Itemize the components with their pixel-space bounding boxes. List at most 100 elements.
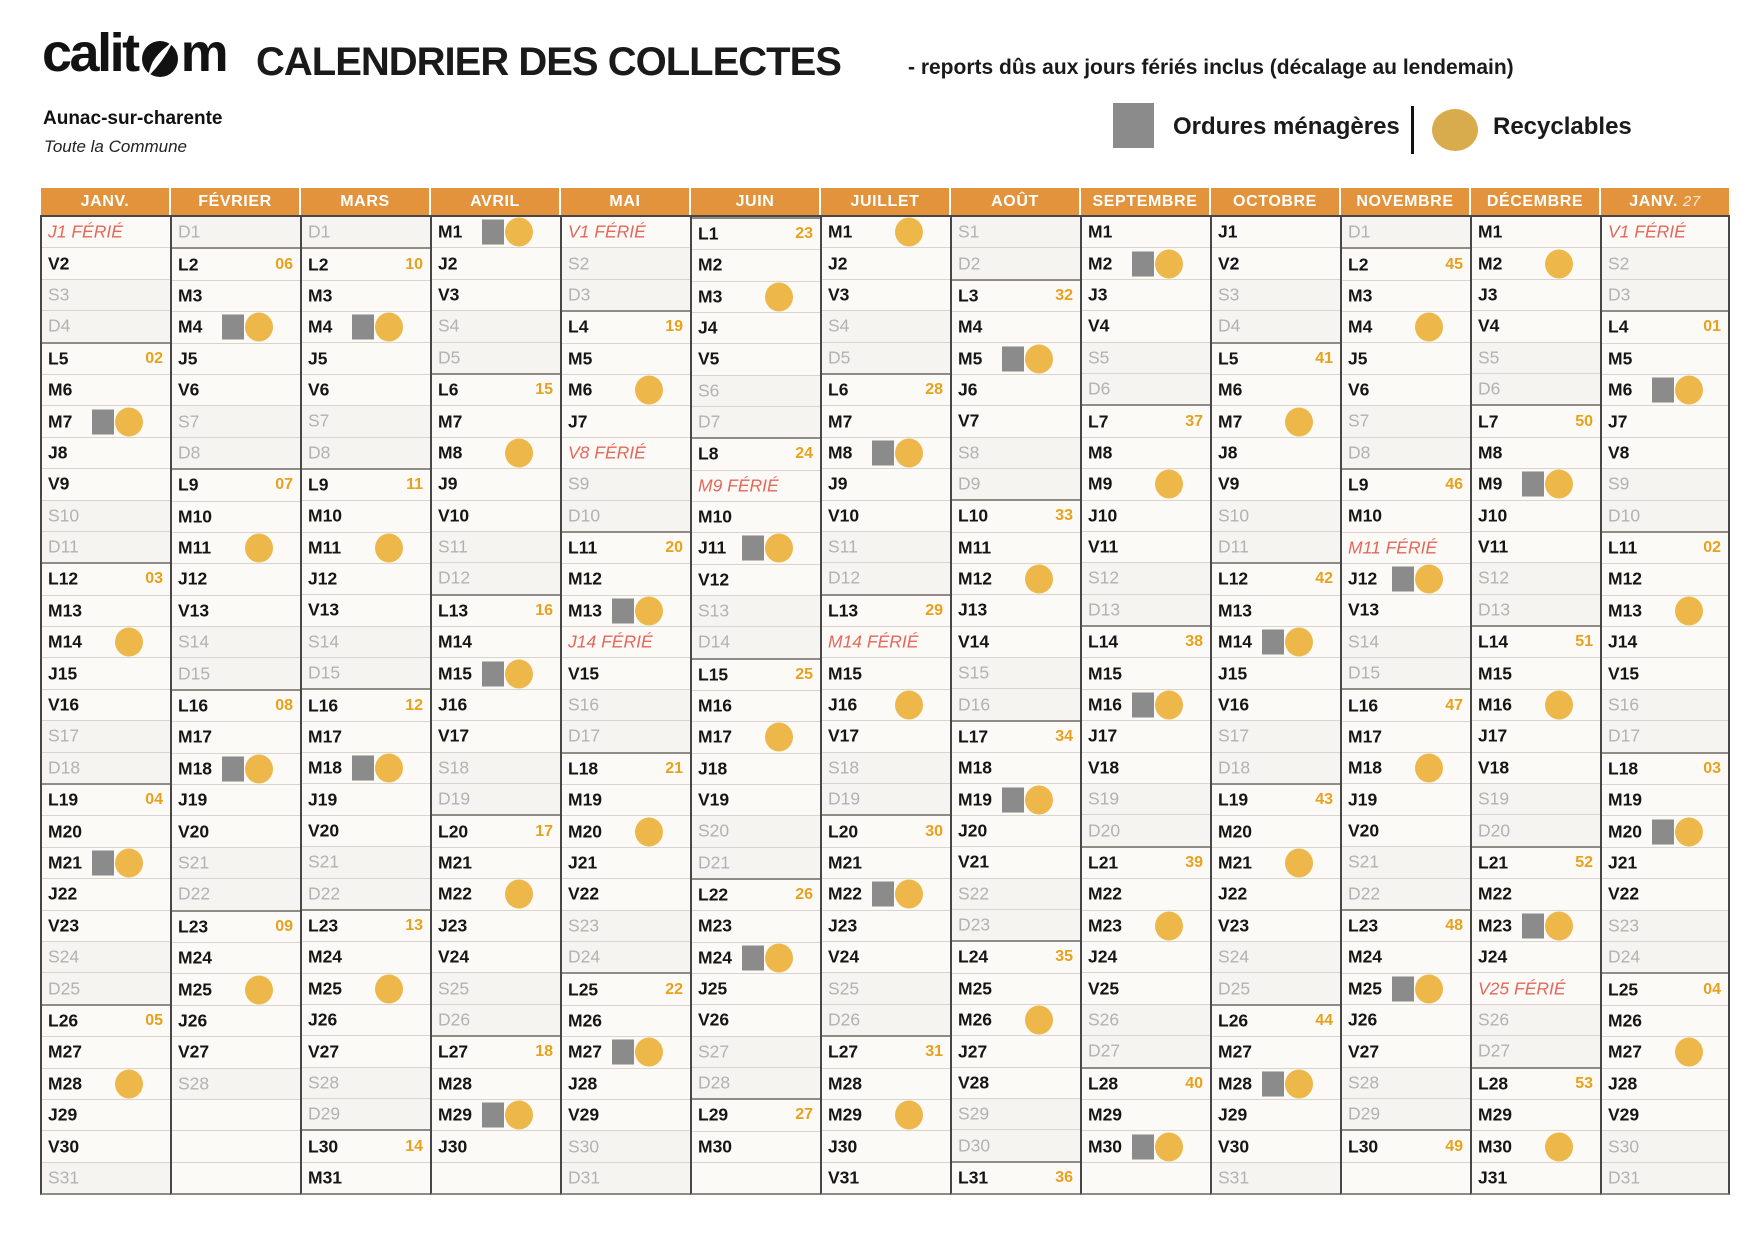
day-label: M4 (958, 316, 983, 337)
day-cell: S3 (1212, 278, 1340, 311)
day-cell: L21 52 (1472, 845, 1600, 879)
ordures-menageres-square-icon (612, 1039, 634, 1065)
day-cell: V3 (432, 278, 560, 311)
calitom-logo: calit m (42, 22, 229, 84)
day-cell: V19 (692, 783, 820, 816)
month-body: J1 V2 S3 D4 L5 41 M6 M7 J8 V9 S10 D11 L12 42 M13 M14 J15… (1210, 215, 1340, 1195)
day-cell: D31 (562, 1161, 690, 1194)
week-number: 12 (405, 696, 423, 714)
day-label: S8 (958, 442, 980, 463)
day-label: M26 (1608, 1010, 1643, 1031)
day-label: V18 (1478, 757, 1510, 778)
recyclables-circle-icon (1545, 911, 1573, 941)
day-cell: V20 (172, 815, 300, 847)
day-cell: J13 (952, 594, 1080, 626)
day-cell: J20 (952, 814, 1080, 847)
day-cell: J15 (1212, 657, 1340, 689)
day-label: J28 (568, 1073, 598, 1094)
day-label: M20 (48, 821, 83, 842)
day-label: J30 (828, 1136, 858, 1157)
day-cell (172, 1130, 300, 1162)
day-label: D3 (1608, 284, 1631, 305)
day-cell: D12 (822, 562, 950, 594)
day-cell: S14 (302, 625, 430, 658)
day-cell: M13 (42, 594, 170, 627)
week-number: 02 (145, 349, 163, 367)
month-column-12: DÉCEMBRE M1 M2 J3 V4 S5 D6 L7 50 M8 M9 J10 V11 S12 D13… (1470, 188, 1600, 1195)
week-number: 23 (795, 225, 813, 243)
day-cell: V9 (42, 468, 170, 500)
day-label-ferie: M14 FÉRIÉ (828, 631, 919, 652)
month-body: D1 L2 45 M3 M4 J5 V6 S7 D8 L9 46 M10 M11 FÉRIÉ J12 V13… (1340, 215, 1470, 1195)
day-cell: V23 (42, 909, 170, 941)
day-cell: L5 41 (1212, 341, 1340, 374)
day-cell: M2 (1082, 247, 1210, 279)
month-name: JUIN (735, 193, 775, 210)
day-cell: J9 (822, 468, 950, 500)
day-cell: D2 (952, 247, 1080, 279)
ordures-menageres-square-icon (1652, 377, 1674, 403)
day-cell: M16 (1472, 688, 1600, 721)
recyclables-circle-icon (1545, 469, 1573, 499)
day-label: S23 (568, 915, 600, 936)
day-label: L3 (958, 285, 979, 306)
day-cell: D22 (1342, 877, 1470, 909)
day-label: J19 (308, 789, 338, 810)
ordures-menageres-square-icon (612, 598, 634, 624)
month-name: JUILLET (850, 193, 920, 210)
day-label: D8 (1348, 442, 1371, 463)
month-header: DÉCEMBRE (1471, 188, 1599, 215)
day-label: S25 (828, 978, 860, 999)
day-cell: M19 (952, 783, 1080, 815)
day-cell: M8 (432, 436, 560, 469)
day-cell: J14 FÉRIÉ (562, 626, 690, 658)
month-column-13: JANV. 27 V1 FÉRIÉ S2 D3 L4 01 M5 M6 J7 V8 S9 D10 L11 0… (1600, 188, 1730, 1195)
day-label: J1 (1218, 221, 1238, 242)
day-cell: J8 (1212, 436, 1340, 469)
day-label: J3 (1478, 284, 1498, 305)
day-label: M1 (828, 221, 853, 242)
day-label: V17 (828, 725, 860, 746)
day-label: M25 (958, 978, 993, 999)
day-label: J19 (178, 789, 208, 810)
day-label: M26 (568, 1010, 603, 1031)
day-label: L13 (828, 600, 859, 621)
recyclables-circle-icon (1025, 564, 1053, 594)
day-cell: S16 (1602, 688, 1728, 721)
month-column-3: MARS D1 L2 10 M3 M4 J5 V6 S7 D8 L9 11 M10 M11 J12 V13 S1… (300, 188, 430, 1195)
day-cell: D31 (1602, 1161, 1728, 1194)
day-label: M29 (1478, 1104, 1513, 1125)
day-label: J17 (1478, 725, 1508, 746)
week-number: 16 (535, 601, 553, 619)
day-label: S4 (828, 315, 850, 336)
day-label: S28 (1348, 1072, 1380, 1093)
day-label: J24 (1478, 946, 1508, 967)
day-label: D31 (1608, 1167, 1641, 1188)
day-cell: J17 (1472, 720, 1600, 752)
day-label: M3 (1348, 285, 1373, 306)
day-cell: L1 23 (692, 217, 820, 250)
day-cell: J21 (562, 846, 690, 879)
day-cell (1342, 1161, 1470, 1194)
day-label: M20 (568, 821, 603, 842)
month-name: DÉCEMBRE (1486, 193, 1584, 210)
day-cell: M22 (432, 878, 560, 910)
day-cell: L10 33 (952, 499, 1080, 532)
day-label: S26 (1088, 1009, 1120, 1030)
day-label: J29 (48, 1104, 78, 1125)
day-label: L16 (308, 695, 339, 716)
day-cell: J23 (432, 909, 560, 941)
day-cell: V18 (1472, 751, 1600, 784)
day-cell: D15 (1342, 657, 1470, 689)
day-cell: J16 (432, 688, 560, 721)
day-cell: V4 (1082, 310, 1210, 342)
day-cell (172, 1161, 300, 1194)
day-label: S12 (1478, 567, 1510, 588)
day-cell: M8 (822, 436, 950, 469)
recyclables-circle-icon (115, 848, 143, 878)
day-cell: V17 (822, 720, 950, 752)
day-label: S16 (568, 694, 600, 715)
day-label: M19 (568, 789, 603, 810)
day-label: M13 (568, 600, 603, 621)
day-cell: V6 (1342, 373, 1470, 406)
